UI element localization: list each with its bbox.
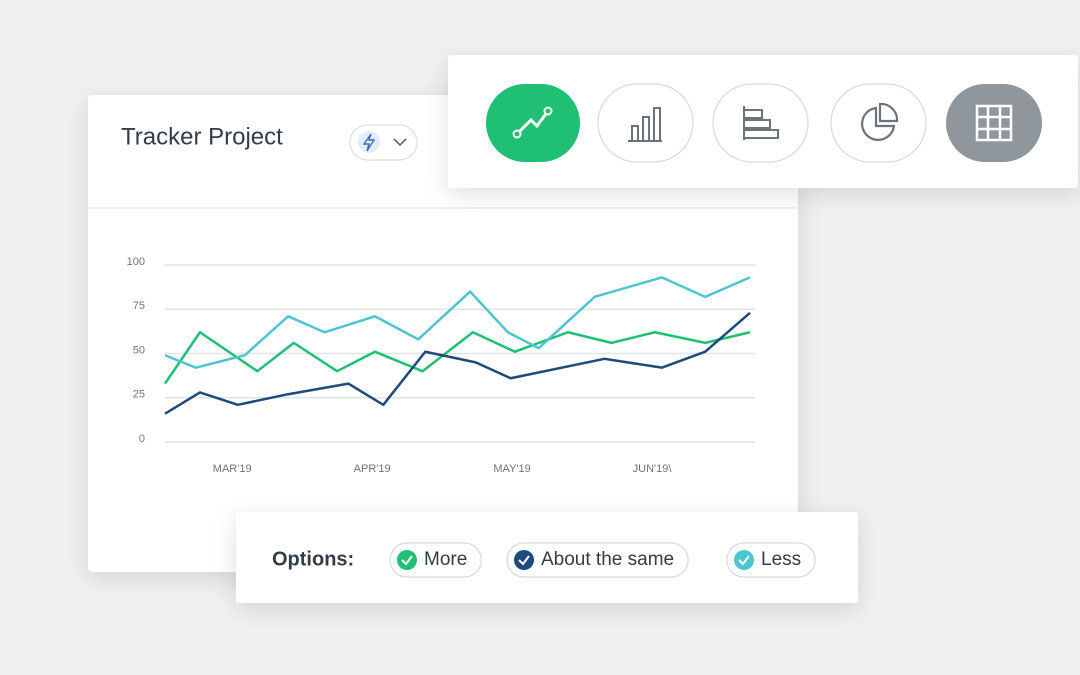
x-tick-label: JUN'19\: [633, 463, 673, 475]
plot: 0 25 50 75 100 MAR'19 APR'19 MAY'19 JUN'19\: [127, 256, 755, 475]
legend-item[interactable]: More: [389, 542, 482, 578]
legend-item[interactable]: About the same: [506, 542, 689, 578]
x-tick-label: APR'19: [354, 463, 391, 475]
y-tick-label: 50: [133, 344, 145, 356]
options-label: Options:: [272, 548, 354, 570]
legend-item[interactable]: Less: [726, 542, 816, 578]
bar-chart-button[interactable]: [597, 83, 694, 163]
check-icon: [401, 555, 413, 566]
y-tick-label: 75: [133, 300, 145, 312]
legend-swatch: [734, 550, 754, 570]
legend-pill: [506, 542, 689, 578]
legend-label: About the same: [541, 549, 674, 570]
series-line: [163, 331, 751, 385]
series-line: [164, 311, 751, 415]
legend-pill: [389, 542, 482, 578]
check-icon: [738, 555, 750, 566]
legend-swatch: [397, 550, 417, 570]
x-tick-label: MAR'19: [213, 463, 252, 475]
y-tick-label: 25: [133, 389, 145, 401]
dropdown[interactable]: [349, 124, 418, 161]
horizontal-bar-button[interactable]: [712, 83, 809, 163]
legend-label: Less: [761, 549, 801, 570]
chart-title: Tracker Project: [121, 123, 283, 150]
check-icon: [518, 555, 530, 566]
pie-chart-button[interactable]: [830, 83, 927, 163]
line-chart-button[interactable]: [486, 84, 580, 162]
table-button[interactable]: [946, 84, 1042, 162]
y-tick-label: 0: [139, 433, 145, 445]
chart-card: [88, 95, 798, 572]
y-tick-label: 100: [127, 256, 145, 268]
x-tick-label: MAY'19: [493, 463, 530, 475]
legend-swatch: [514, 550, 534, 570]
legend-label: More: [424, 549, 467, 570]
legend: More About the same Less: [389, 542, 816, 578]
series-line: [164, 276, 751, 369]
